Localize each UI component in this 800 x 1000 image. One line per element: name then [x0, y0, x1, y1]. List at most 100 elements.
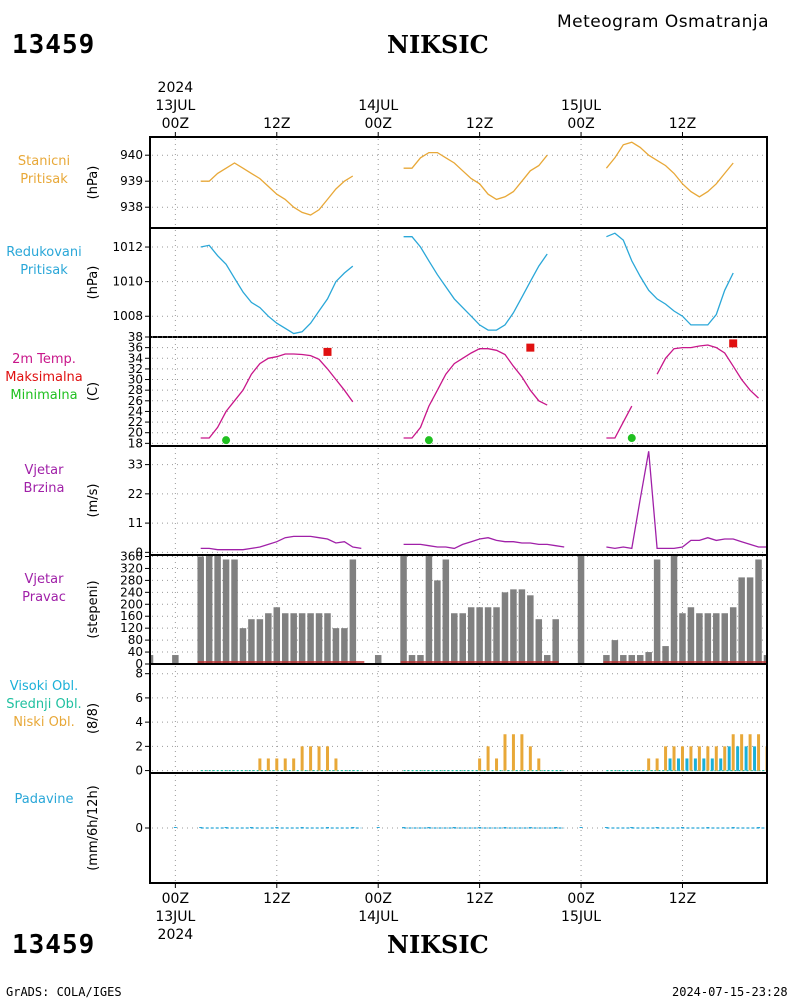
- precip-bar: [554, 827, 558, 828]
- panel-label: Maksimalna: [5, 370, 83, 385]
- low-cloud-bar: [757, 734, 761, 771]
- wind-direction-bar: [248, 619, 255, 663]
- precip-bar: [731, 827, 735, 828]
- wind-direction-bar: [307, 613, 314, 663]
- wind-direction-bar: [704, 613, 712, 663]
- series-line: [656, 344, 759, 399]
- precip-bar: [655, 827, 659, 828]
- time-label-bottom: 00Z: [162, 891, 189, 907]
- high-cloud-bar: [702, 758, 706, 771]
- wind-direction-bar: [577, 556, 585, 663]
- panel-frame: [149, 227, 768, 338]
- wind-direction-bar: [746, 577, 754, 663]
- precip-bar: [478, 827, 482, 828]
- plot-area: [200, 734, 766, 772]
- wind-direction-bar: [645, 652, 652, 663]
- low-cloud-bar: [528, 746, 532, 771]
- wind-direction-bar: [611, 640, 619, 663]
- high-cloud-bar: [676, 758, 680, 771]
- time-label-top: 12Z: [263, 116, 290, 132]
- panel-label: 2m Temp.: [12, 352, 76, 367]
- plot-area: [173, 827, 766, 829]
- wind-direction-bar: [290, 613, 297, 663]
- precip-bar: [630, 827, 634, 828]
- time-label-top: 00Z: [365, 116, 392, 132]
- wind-direction-bar: [763, 655, 766, 663]
- y-tick-label: 1012: [112, 240, 143, 254]
- wind-direction-bar: [653, 559, 661, 663]
- high-cloud-bar: [668, 758, 672, 771]
- y-tick-label: 8: [135, 667, 143, 681]
- precip-bar: [604, 827, 608, 828]
- unit-label: (8/8): [86, 703, 101, 734]
- wind-direction-bar: [315, 613, 323, 663]
- wind-direction-bar: [197, 556, 204, 663]
- y-tick-label: 200: [120, 597, 143, 611]
- high-cloud-bar: [693, 758, 697, 771]
- time-label-bottom: 12Z: [669, 891, 696, 907]
- wind-direction-bar: [425, 556, 433, 663]
- low-cloud-bar: [706, 746, 710, 771]
- wind-direction-bar: [256, 619, 264, 663]
- wind-direction-bar: [738, 577, 745, 663]
- low-cloud-bar: [275, 758, 279, 771]
- precip-bar: [528, 827, 532, 828]
- high-cloud-bar: [685, 758, 689, 771]
- y-tick-label: 28: [128, 383, 143, 397]
- low-cloud-bar: [765, 746, 766, 771]
- wind-direction-bar: [518, 589, 526, 663]
- low-cloud-bar: [672, 746, 676, 771]
- panel-label: Vjetar: [25, 463, 65, 478]
- wind-direction-bar: [400, 556, 407, 663]
- precip-bar: [300, 827, 304, 828]
- date-label-bottom: 15JUL: [561, 909, 601, 925]
- wind-direction-bar: [281, 613, 289, 663]
- y-tick-label: 6: [135, 691, 143, 705]
- low-cloud-bar: [495, 758, 499, 771]
- plot-area: [200, 451, 766, 551]
- time-label-top: 00Z: [567, 116, 594, 132]
- precip-bar: [427, 827, 431, 828]
- series-line: [403, 236, 548, 331]
- y-tick-label: 280: [120, 573, 143, 587]
- wind-direction-bar: [273, 607, 281, 663]
- y-tick-label: 4: [135, 715, 143, 729]
- station-name-bottom: NIKSIC: [387, 930, 489, 959]
- wind-direction-bar: [484, 607, 492, 663]
- y-tick-label: 40: [128, 645, 143, 659]
- series-line: [606, 232, 734, 326]
- low-cloud-bar: [647, 758, 651, 771]
- y-tick-label: 22: [128, 487, 143, 501]
- station-id-top: 13459: [12, 30, 96, 60]
- series-line: [200, 535, 362, 551]
- chart-subtitle: Meteogram Osmatranja: [557, 12, 770, 32]
- y-tick-label: 320: [120, 561, 143, 575]
- wind-direction-bar: [349, 559, 357, 663]
- wind-direction-bar: [476, 607, 483, 663]
- y-tick-label: 32: [128, 362, 143, 376]
- footer-timestamp: 2024-07-15-23:28: [672, 985, 788, 999]
- panel-label: Redukovani: [6, 245, 81, 260]
- wind-direction-bar: [222, 559, 230, 663]
- y-tick-label: 26: [128, 394, 143, 408]
- y-tick-label: 80: [128, 633, 143, 647]
- panel-label: Pritisak: [20, 172, 68, 187]
- series-line: [403, 151, 548, 201]
- precip-bar: [579, 827, 583, 828]
- series-line: [200, 353, 354, 439]
- unit-label: (hPa): [86, 266, 101, 300]
- low-cloud-bar: [664, 746, 668, 771]
- wind-direction-bar: [332, 628, 340, 663]
- panel-label: Brzina: [24, 481, 65, 496]
- panel-frame: [149, 445, 768, 556]
- series-line: [403, 348, 548, 439]
- high-cloud-bar: [736, 746, 740, 771]
- plot-area: [151, 556, 766, 663]
- panel-label: Pritisak: [20, 263, 68, 278]
- wind-direction-bar: [417, 655, 424, 663]
- station-name-top: NIKSIC: [387, 30, 489, 59]
- wind-direction-bar: [151, 655, 154, 663]
- time-label-bottom: 00Z: [567, 891, 594, 907]
- panel-precipitation: [145, 772, 768, 884]
- footer-credit: GrADS: COLA/IGES: [6, 985, 122, 999]
